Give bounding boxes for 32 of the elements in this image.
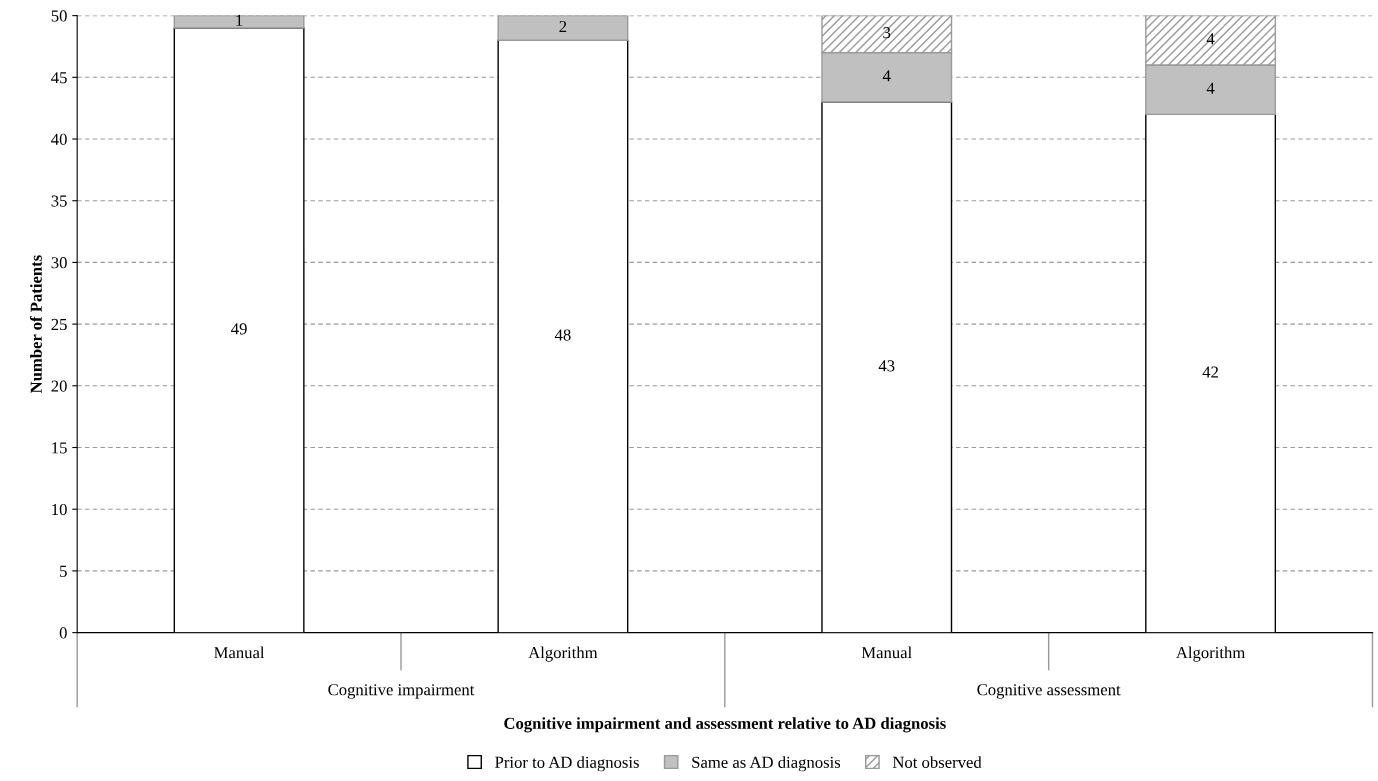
y-tick-label: 40: [51, 133, 67, 145]
y-tick-label: 30: [51, 257, 67, 269]
y-tick-label: 20: [51, 380, 67, 392]
y-tick-label: 15: [52, 442, 67, 454]
data-label: 43: [878, 360, 895, 372]
data-label: 48: [554, 329, 571, 341]
x-axis-title: Cognitive impairment and assessment relative to AD diagnosis: [504, 717, 946, 733]
x-tick-label: Algorithm: [528, 646, 598, 662]
x-tick-label: Algorithm: [1176, 646, 1246, 662]
data-label: 4: [882, 70, 891, 82]
y-tick-label: 35: [51, 195, 67, 207]
y-tick-label: 50: [51, 10, 67, 22]
y-tick-label: 0: [59, 627, 67, 639]
data-label: 2: [559, 20, 567, 32]
data-label: 3: [883, 27, 891, 39]
legend-label: Not observed: [892, 756, 982, 768]
y-tick-label: 5: [60, 565, 67, 577]
x-tick-label: Manual: [861, 646, 912, 659]
y-tick-label: 45: [51, 72, 67, 84]
y-tick-label: 25: [51, 318, 67, 331]
data-label: 49: [231, 323, 247, 335]
data-label: 42: [1202, 366, 1218, 378]
y-axis-title: Number of Patients: [29, 255, 42, 394]
data-label: 4: [1206, 33, 1215, 45]
y-tick-label: 10: [52, 503, 67, 516]
legend-label: Prior to AD diagnosis: [495, 756, 639, 772]
text: Cognitive impairment: [328, 684, 475, 699]
data-label: 4: [1206, 82, 1215, 94]
legend-label: Same as AD diagnosis: [692, 756, 841, 772]
data-label: 1: [236, 14, 243, 26]
text: Cognitive assessment: [977, 684, 1121, 699]
x-tick-label: Manual: [214, 646, 265, 659]
